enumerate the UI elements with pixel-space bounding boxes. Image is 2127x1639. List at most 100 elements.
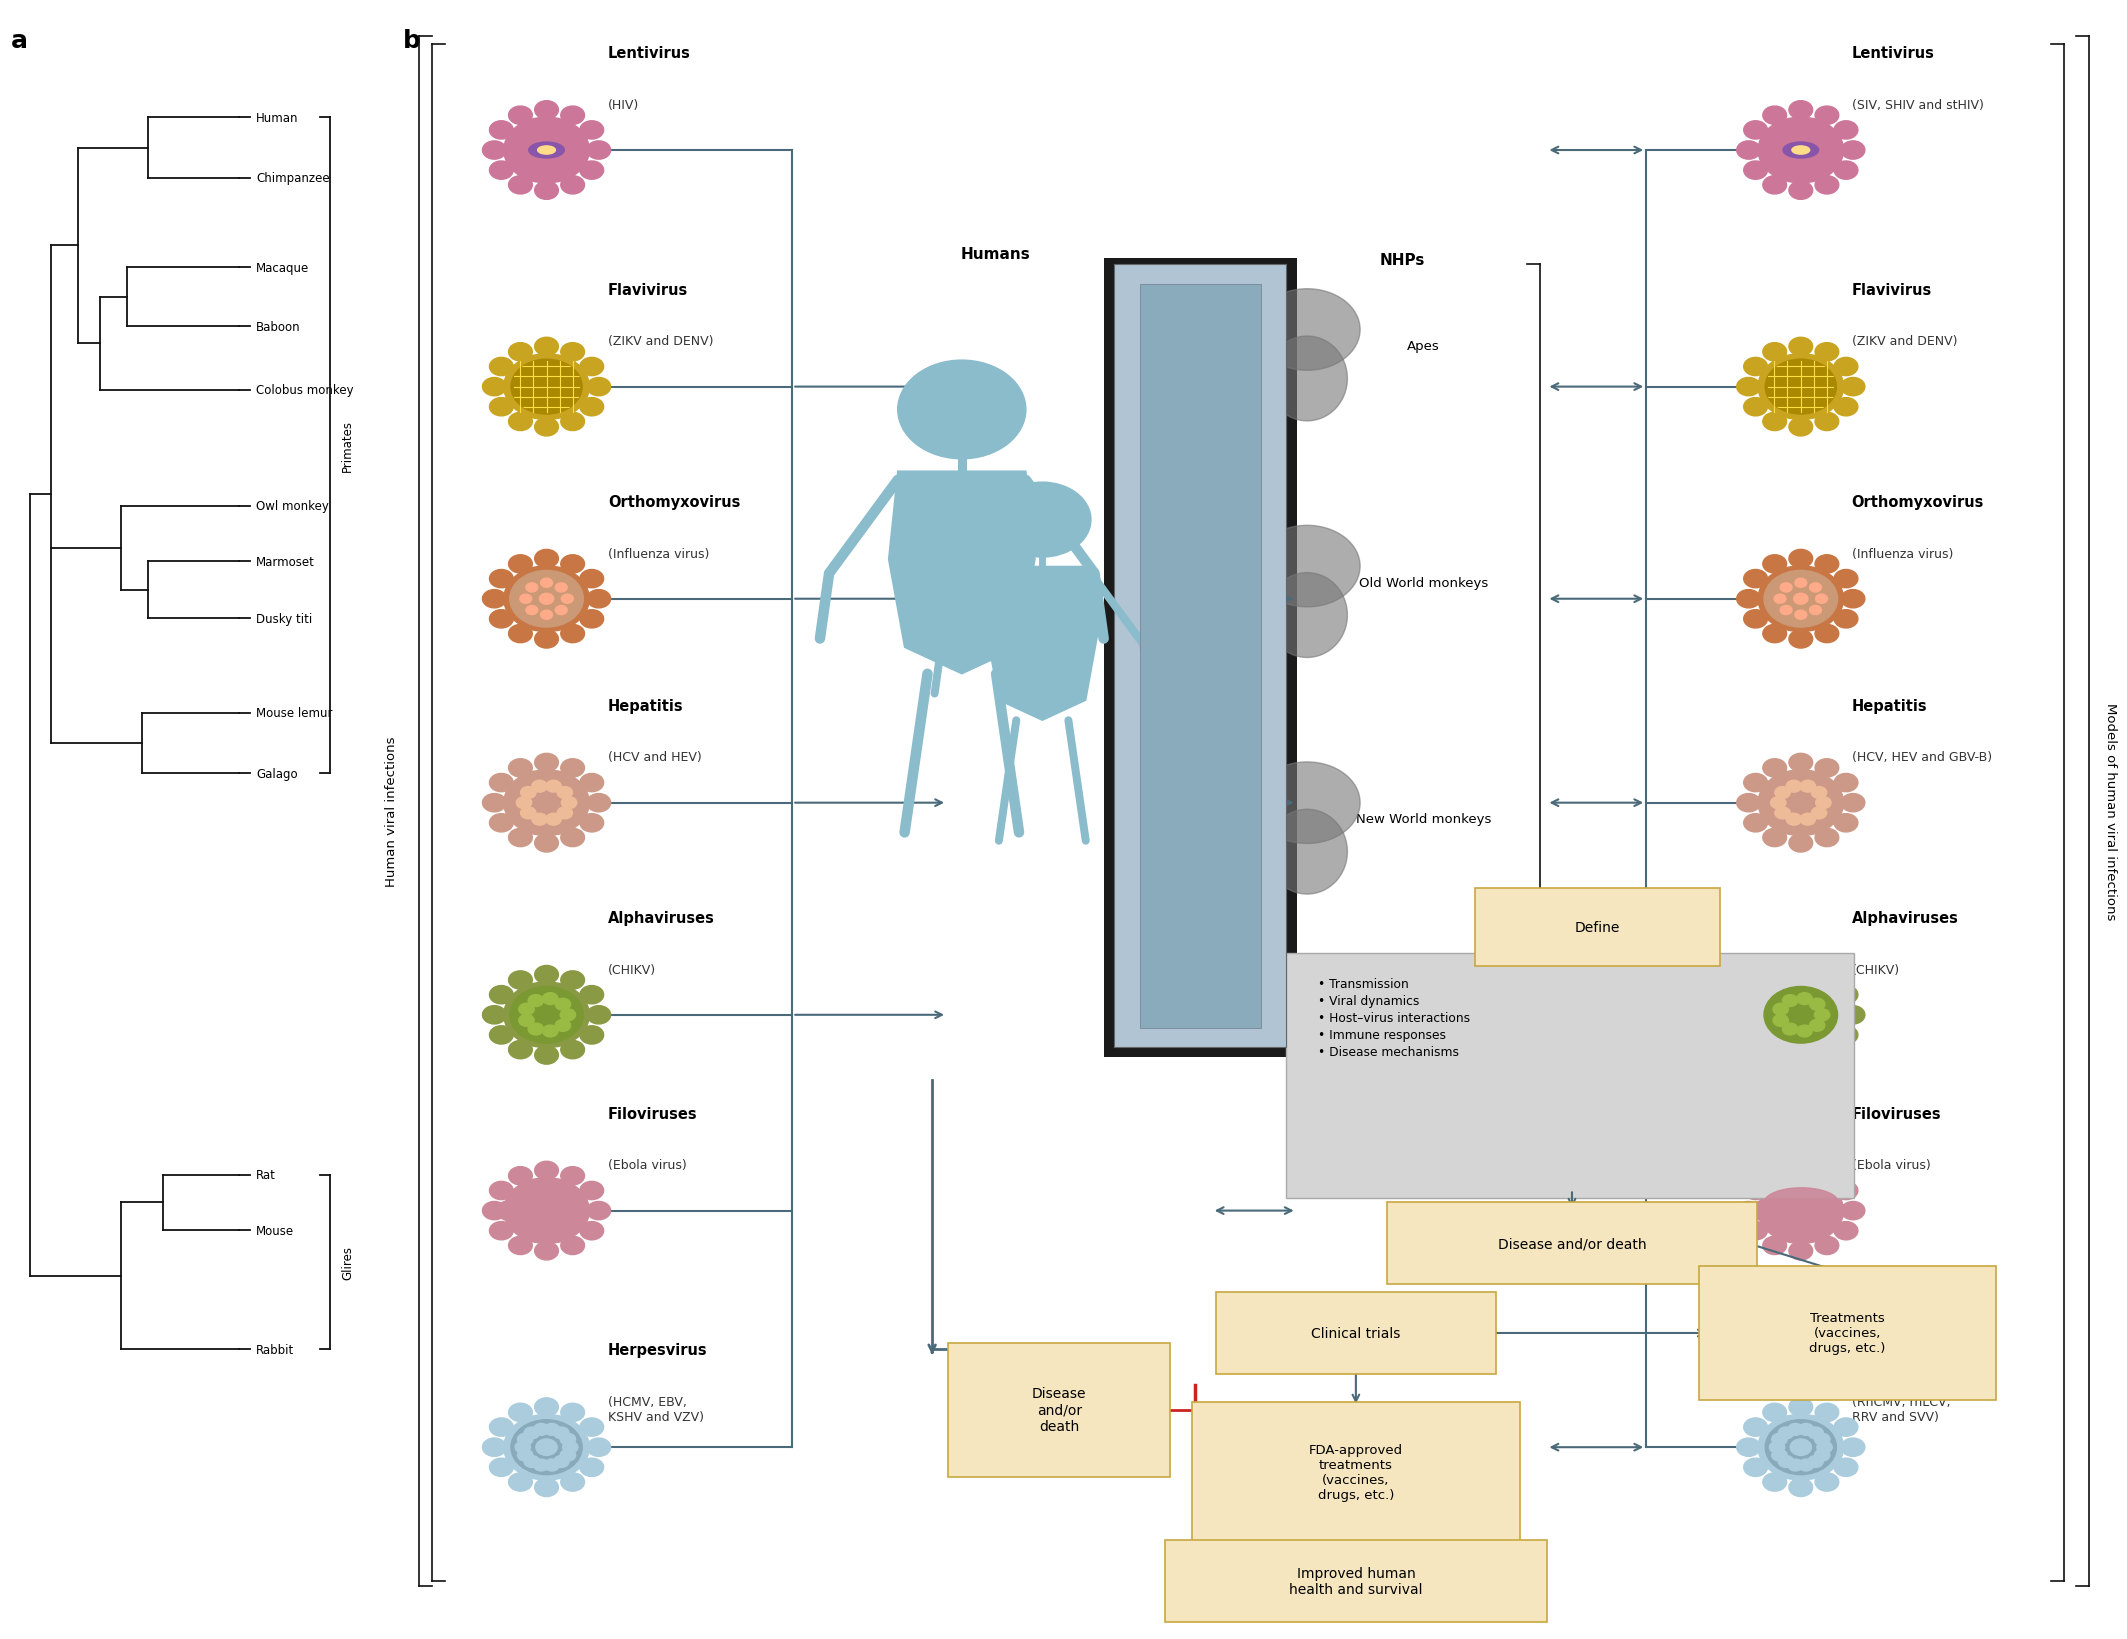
Circle shape [525,606,538,615]
Circle shape [532,780,547,793]
Circle shape [1744,1221,1768,1241]
Circle shape [1816,797,1831,810]
Circle shape [574,1203,593,1218]
FancyBboxPatch shape [1387,1203,1757,1285]
Circle shape [559,1434,576,1446]
Text: (CHIKV): (CHIKV) [608,964,655,975]
Circle shape [547,813,562,826]
Text: Colobus monkey: Colobus monkey [255,384,353,397]
Circle shape [508,413,532,431]
Circle shape [508,759,532,777]
FancyBboxPatch shape [1166,1541,1546,1621]
Circle shape [489,1459,513,1477]
Circle shape [1770,797,1787,810]
Circle shape [1772,1434,1787,1446]
Circle shape [557,808,572,820]
Polygon shape [889,472,1036,674]
Circle shape [587,590,610,608]
Circle shape [1833,987,1857,1005]
Circle shape [1744,774,1768,792]
Circle shape [559,1449,576,1462]
Circle shape [1814,624,1838,642]
Circle shape [1814,1449,1829,1462]
Circle shape [562,759,585,777]
FancyBboxPatch shape [1287,954,1855,1198]
Circle shape [1797,1026,1812,1037]
Text: Lentivirus: Lentivirus [1853,46,1936,61]
Ellipse shape [1791,148,1810,156]
Circle shape [1763,570,1838,628]
Circle shape [1795,611,1806,620]
Circle shape [1763,1236,1787,1255]
Circle shape [1738,143,1761,161]
Circle shape [562,1041,585,1059]
Circle shape [1738,379,1761,397]
Circle shape [555,1019,570,1031]
Circle shape [555,998,570,1011]
Circle shape [581,359,604,377]
Circle shape [1782,1023,1797,1036]
Circle shape [534,551,559,569]
Circle shape [1744,398,1768,416]
Circle shape [1814,556,1838,574]
FancyBboxPatch shape [1699,1267,1995,1400]
Circle shape [581,398,604,416]
Text: Hepatitis: Hepatitis [608,698,683,713]
Circle shape [1763,1167,1787,1185]
Ellipse shape [538,148,555,156]
Circle shape [1833,1418,1857,1436]
Circle shape [587,1006,610,1024]
Circle shape [1833,162,1857,180]
Circle shape [1791,1439,1812,1455]
Circle shape [510,570,583,628]
Text: Define: Define [1574,919,1621,934]
Circle shape [1789,754,1812,772]
Circle shape [1787,813,1802,826]
Circle shape [1816,1441,1831,1454]
Circle shape [1833,1182,1857,1200]
Circle shape [1814,413,1838,431]
Circle shape [508,107,532,125]
Circle shape [1763,759,1787,777]
Circle shape [483,143,506,161]
Circle shape [508,344,532,362]
Circle shape [534,631,559,649]
Text: a: a [11,28,28,52]
Circle shape [1789,551,1812,569]
Circle shape [1842,793,1865,813]
Ellipse shape [1268,574,1346,659]
Circle shape [508,624,532,642]
Circle shape [1744,1459,1768,1477]
Circle shape [1833,398,1857,416]
Circle shape [489,121,513,139]
Circle shape [581,987,604,1005]
Circle shape [1833,815,1857,833]
Ellipse shape [1268,810,1346,895]
Circle shape [534,1424,549,1436]
Circle shape [553,1428,570,1439]
Circle shape [1814,1434,1829,1446]
Circle shape [1842,1006,1865,1024]
Polygon shape [987,567,1098,721]
Circle shape [534,965,559,983]
Circle shape [562,1403,585,1421]
Circle shape [532,813,547,826]
Circle shape [504,982,589,1047]
Text: b: b [402,28,421,52]
Text: (CHIKV): (CHIKV) [1853,964,1899,975]
Circle shape [1759,354,1844,420]
Circle shape [1797,1459,1814,1472]
Text: (HCV, HEV and GBV-B): (HCV, HEV and GBV-B) [1853,751,1991,764]
Text: Apes: Apes [1408,341,1440,352]
Circle shape [504,1414,589,1480]
Circle shape [1842,590,1865,608]
Circle shape [527,995,545,1006]
Circle shape [540,593,553,605]
Circle shape [1738,1201,1761,1219]
Circle shape [1810,606,1821,615]
Circle shape [1814,1403,1838,1421]
Circle shape [1763,624,1787,642]
Circle shape [559,1010,576,1021]
Circle shape [1765,1419,1836,1475]
Text: Alphaviruses: Alphaviruses [1853,911,1959,926]
